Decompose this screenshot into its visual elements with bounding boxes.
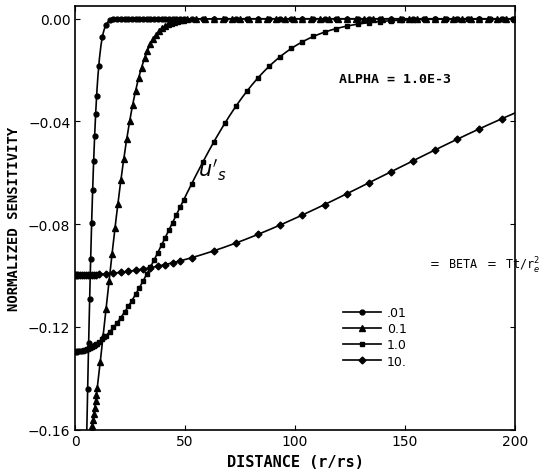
Text: $=$ BETA $=$ Tt/r$_e^2$: $=$ BETA $=$ Tt/r$_e^2$ xyxy=(427,255,541,275)
X-axis label: DISTANCE (r/rs): DISTANCE (r/rs) xyxy=(227,454,364,469)
Y-axis label: NORMALIZED SENSITIVITY: NORMALIZED SENSITIVITY xyxy=(7,127,21,310)
Text: ALPHA = 1.0E-3: ALPHA = 1.0E-3 xyxy=(339,73,451,86)
Legend: .01, 0.1, 1.0, 10.: .01, 0.1, 1.0, 10. xyxy=(338,301,412,373)
Text: $u'_s$: $u'_s$ xyxy=(199,157,227,182)
